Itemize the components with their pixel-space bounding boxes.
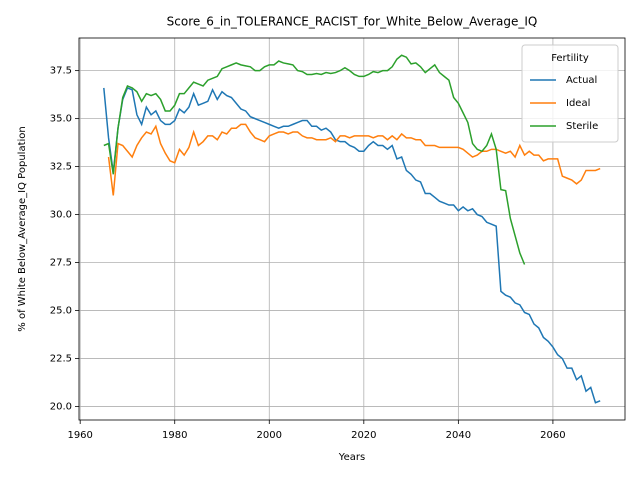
x-tick-label: 2040 bbox=[446, 430, 471, 441]
legend-label: Ideal bbox=[566, 98, 590, 109]
plot-frame bbox=[78, 37, 626, 421]
x-tick-label: 1980 bbox=[162, 430, 187, 441]
x-tick-label: 2060 bbox=[540, 430, 565, 441]
y-tick-label: 35.0 bbox=[50, 114, 72, 125]
y-tick-label: 30.0 bbox=[50, 210, 72, 221]
y-axis-label: % of White Below_Average_IQ Population bbox=[17, 126, 28, 331]
line-series bbox=[103, 86, 601, 404]
y-tick-label: 20.0 bbox=[50, 402, 72, 413]
y-tick-label: 25.0 bbox=[50, 306, 72, 317]
x-axis-label: Years bbox=[338, 452, 365, 463]
legend-box bbox=[521, 44, 619, 143]
legend-title: Fertility bbox=[551, 53, 589, 64]
x-tick-label: 1960 bbox=[67, 430, 92, 441]
chart-title: Score_6_in_TOLERANCE_RACIST_for_White_Be… bbox=[167, 15, 538, 29]
line-series bbox=[103, 54, 526, 265]
legend-label: Actual bbox=[566, 75, 597, 86]
y-tick-label: 32.5 bbox=[50, 162, 72, 173]
y-tick-label: 37.5 bbox=[50, 66, 72, 77]
y-tick-label: 27.5 bbox=[50, 258, 72, 269]
y-tick-label: 22.5 bbox=[50, 354, 72, 365]
x-tick-label: 2000 bbox=[257, 430, 282, 441]
legend-label: Sterile bbox=[566, 121, 598, 132]
line-series bbox=[107, 123, 601, 196]
x-tick-label: 2020 bbox=[351, 430, 376, 441]
